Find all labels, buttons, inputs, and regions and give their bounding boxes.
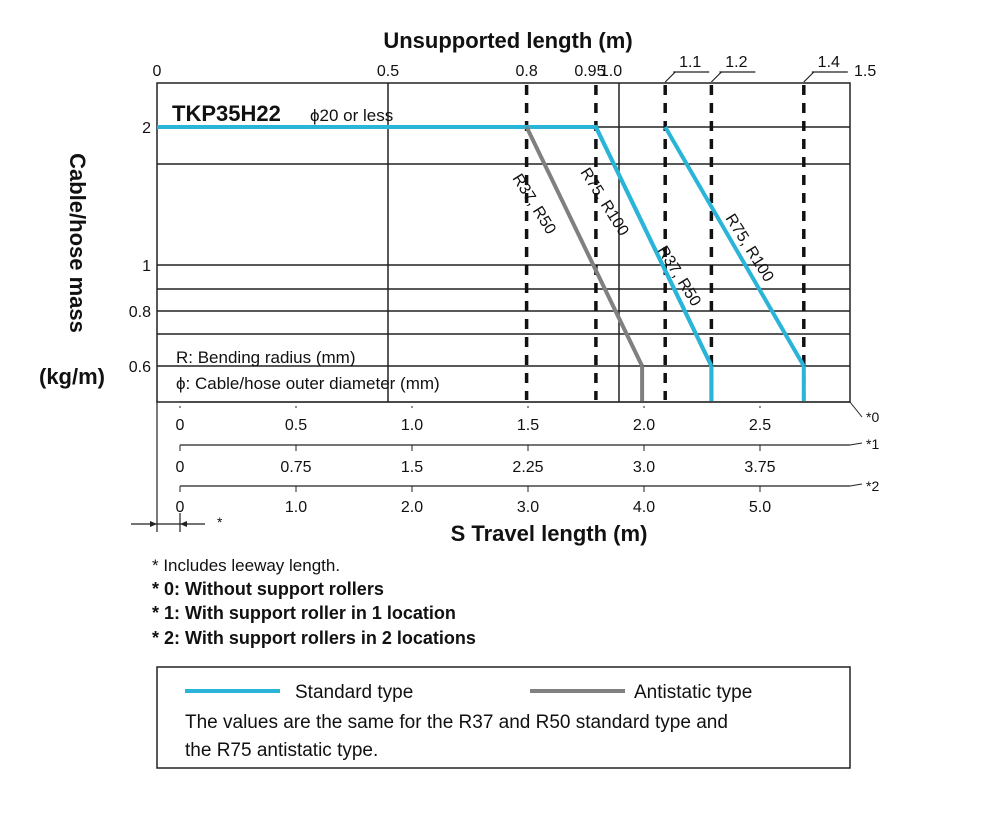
bottom-tick-label: 3.75 [744, 459, 775, 476]
leeway-marker: * [217, 514, 223, 530]
y-axis-label: Cable/hose mass [65, 153, 90, 333]
chart-title: TKP35H22 [172, 101, 281, 126]
top-tick-label: 0.95 [574, 63, 605, 80]
top-axis-ticks: 0 0.5 0.8 0.951.0 1.1 1.2 1.4 1.5 [153, 54, 876, 83]
bottom-tick-label: 1.5 [401, 459, 423, 476]
bottom-tick-label: 0 [176, 417, 185, 434]
top-tick-leader [710, 71, 722, 83]
bottom-tick-label: 1.5 [517, 417, 539, 434]
top-tick-label: 1.1 [679, 54, 701, 71]
bottom-tick-label: 0 [176, 499, 185, 516]
top-tick-label: 1.5 [854, 63, 876, 80]
chart-subtitle: ϕ20 or less [310, 106, 393, 125]
series-line [663, 125, 806, 368]
top-tick-label: 1.2 [725, 54, 747, 71]
annotation-bending-radius: R: Bending radius (mm) [176, 348, 356, 367]
annotation-outer-diameter: ϕ: Cable/hose outer diameter (mm) [176, 374, 440, 393]
legend-antistatic-label: Antistatic type [634, 682, 752, 703]
y-axis-unit: (kg/m) [39, 364, 105, 389]
bottom-axis-leader [849, 483, 863, 487]
note-1: * 1: With support roller in 1 location [152, 603, 456, 623]
bottom-tick-label: 2.0 [633, 417, 655, 434]
note-2: * 2: With support rollers in 2 locations [152, 628, 476, 648]
series-label: R75, R100 [577, 165, 632, 239]
top-tick-label: 1.4 [818, 54, 840, 71]
bottom-tick-label: 5.0 [749, 499, 771, 516]
legend-note-line1: The values are the same for the R37 and … [185, 712, 728, 733]
note-leeway: * Includes leeway length. [152, 556, 340, 575]
series-line [157, 125, 714, 367]
bottom-tick-label: 1.0 [285, 499, 307, 516]
grid [157, 83, 850, 402]
top-tick-leader [664, 71, 676, 83]
y-tick-label: 0.8 [129, 304, 151, 321]
bottom-tick-label: 2.5 [749, 417, 771, 434]
top-tick-label: 0.5 [377, 63, 399, 80]
top-tick-label: 0.8 [515, 63, 537, 80]
dashed-limits [524, 85, 806, 400]
bottom-tick-label: 4.0 [633, 499, 655, 516]
x-axis-label: S Travel length (m) [451, 521, 648, 546]
y-tick-label: 2 [142, 120, 151, 137]
note-0: * 0: Without support rollers [152, 579, 384, 599]
y-tick-label: 0.6 [129, 359, 151, 376]
bottom-tick-label: 0 [176, 459, 185, 476]
legend-note-line2: the R75 antistatic type. [185, 740, 378, 761]
series-line [594, 126, 714, 367]
bottom-axes: 0 0.5 1.0 1.5 2.0 2.5 *0 0 0.75 1.5 2.25 3.0 3.75 *1 0… [176, 401, 879, 516]
bottom-axis-marker: *1 [866, 436, 879, 452]
bottom-axis-leader [849, 401, 863, 418]
top-tick-leader [803, 71, 815, 83]
bottom-tick-label: 2.25 [512, 459, 543, 476]
bottom-tick-label: 2.0 [401, 499, 423, 516]
y-tick-label: 1 [142, 258, 151, 275]
series-line [524, 126, 644, 367]
bottom-tick-label: 0.75 [280, 459, 311, 476]
bottom-tick-label: 3.0 [517, 499, 539, 516]
bottom-tick-label: 0.5 [285, 417, 307, 434]
y-axis-ticks: 2 1 0.8 0.6 [129, 120, 151, 376]
top-tick-label: 1.0 [600, 63, 622, 80]
bottom-axis-marker: *0 [866, 409, 879, 425]
bottom-axis-marker: *2 [866, 478, 879, 494]
bottom-tick-label: 1.0 [401, 417, 423, 434]
bottom-axis-leader [849, 442, 863, 446]
bottom-tick-label: 3.0 [633, 459, 655, 476]
legend-standard-label: Standard type [295, 682, 413, 703]
legend-box [156, 666, 851, 769]
top-axis-label: Unsupported length (m) [383, 28, 632, 53]
top-tick-label: 0 [153, 63, 162, 80]
leeway-indicator [131, 400, 205, 532]
